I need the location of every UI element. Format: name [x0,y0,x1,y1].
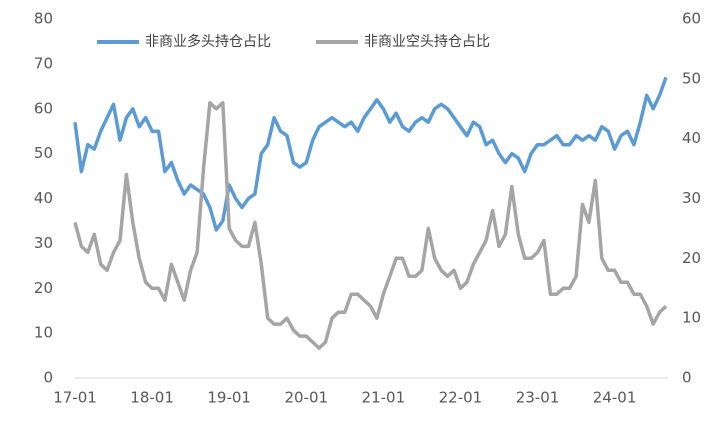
x-tick-label: 21-01 [362,389,406,407]
x-tick-label: 19-01 [207,389,251,407]
y2-tick-label: 40 [682,129,701,147]
y2-tick-label: 20 [682,249,701,267]
y-tick-label: 20 [34,279,53,297]
line-series [73,76,668,232]
y2-tick-label: 30 [682,189,701,207]
x-tick-label: 20-01 [284,389,328,407]
y-tick-label: 10 [34,324,53,342]
line-series [73,101,668,350]
x-tick-label: 17-01 [53,389,97,407]
y2-tick-label: 60 [682,10,701,28]
y2-tick-label: 10 [682,309,701,327]
x-tick-label: 23-01 [516,389,560,407]
x-tick-label: 24-01 [593,389,637,407]
y-tick-label: 70 [34,54,53,72]
y-tick-label: 50 [34,144,53,162]
y2-tick-label: 0 [682,369,692,387]
y-tick-label: 0 [43,369,53,387]
y-tick-label: 80 [34,10,53,28]
legend-label: 非商业多头持仓占比 [145,33,271,50]
y-tick-label: 60 [34,99,53,117]
y-tick-label: 40 [34,189,53,207]
y2-tick-label: 50 [682,69,701,87]
x-tick-label: 18-01 [130,389,174,407]
x-tick-label: 22-01 [439,389,483,407]
y-tick-label: 30 [34,234,53,252]
legend-label: 非商业空头持仓占比 [364,34,490,50]
